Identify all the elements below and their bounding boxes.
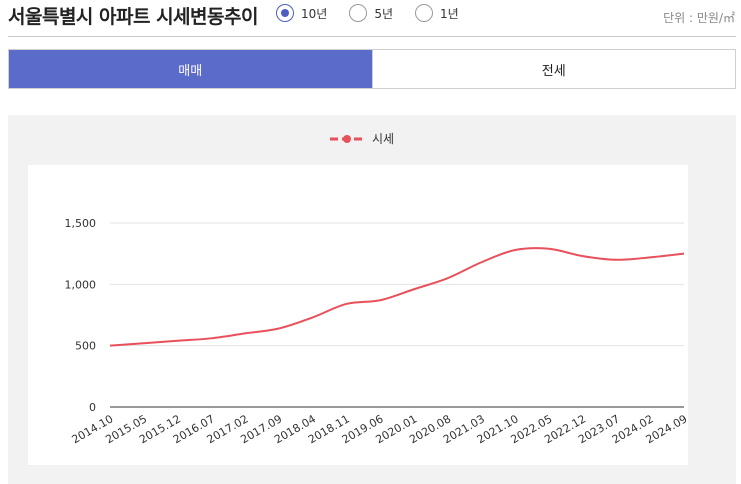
data-point[interactable]	[208, 335, 214, 341]
period-radio-5y[interactable]: 5년	[349, 4, 393, 22]
page-title: 서울특별시 아파트 시세변동추이	[8, 6, 258, 28]
data-point[interactable]	[242, 330, 248, 336]
data-point[interactable]	[580, 253, 586, 259]
data-point[interactable]	[478, 259, 484, 265]
tab-sale[interactable]: 매매	[9, 50, 372, 88]
data-point[interactable]	[276, 325, 282, 331]
tab-jeonse[interactable]: 전세	[371, 50, 735, 88]
data-point[interactable]	[647, 254, 653, 260]
data-point[interactable]	[512, 247, 518, 253]
period-radio-label: 5년	[374, 6, 393, 21]
data-point[interactable]	[343, 301, 349, 307]
chart-legend[interactable]: 시세	[330, 130, 394, 147]
y-tick-label: 0	[89, 401, 96, 414]
radio-unchecked-icon[interactable]	[415, 4, 433, 22]
data-point[interactable]	[681, 251, 687, 257]
data-point[interactable]	[445, 275, 451, 281]
data-point[interactable]	[107, 343, 113, 349]
header-divider	[8, 36, 736, 37]
data-point[interactable]	[613, 257, 619, 263]
legend-label: 시세	[372, 132, 395, 146]
radio-unchecked-icon[interactable]	[349, 4, 368, 22]
period-radio-1y[interactable]: 1년	[415, 4, 459, 22]
period-radio-label: 10년	[301, 6, 328, 21]
y-tick-label: 1,000	[65, 278, 97, 291]
price-trend-chart: 05001,0001,5002014.102015.052015.122016.…	[65, 217, 689, 446]
trade-type-tabs: 매매 전세	[8, 49, 736, 89]
data-point[interactable]	[377, 297, 383, 303]
radio-checked-icon[interactable]	[276, 4, 294, 22]
period-radio-10y[interactable]: 10년	[276, 4, 327, 22]
legend-line-dot-icon	[330, 134, 364, 143]
data-point[interactable]	[411, 286, 417, 292]
y-tick-label: 1,500	[65, 217, 97, 230]
data-point[interactable]	[141, 340, 147, 346]
header: 서울특별시 아파트 시세변동추이 10년 5년 1년 단위 : 만원/㎡	[0, 0, 741, 36]
data-point[interactable]	[546, 246, 552, 252]
data-point[interactable]	[310, 314, 316, 320]
data-point[interactable]	[175, 338, 181, 344]
period-radio-label: 1년	[440, 6, 459, 21]
series-line-price[interactable]	[109, 247, 685, 347]
period-radio-group: 10년 5년 1년	[276, 4, 481, 22]
unit-label: 단위 : 만원/㎡	[663, 11, 735, 25]
plot-area: 0 500 1,000 1,500 2014.10 2015.05 2015.12 2016.…	[28, 165, 688, 465]
y-tick-label: 500	[75, 340, 96, 353]
